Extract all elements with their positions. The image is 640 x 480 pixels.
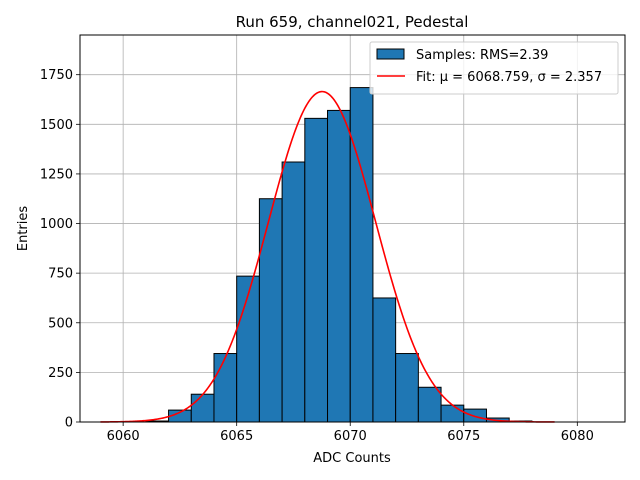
histogram-bar-6 — [281, 161, 306, 423]
y-tick-label-3: 750 — [48, 267, 73, 282]
legend-box — [369, 41, 619, 95]
histogram-bar-12 — [417, 386, 442, 423]
histogram-bar-10 — [372, 297, 397, 423]
legend-fit-label: Fit: μ = 6068.759, σ = 2.357 — [416, 70, 602, 85]
y-axis-label: Entries — [16, 206, 31, 252]
y-tick-label-6: 1500 — [40, 118, 73, 133]
y-tick-label-1: 250 — [48, 366, 73, 381]
histogram-bar-3 — [213, 353, 238, 423]
legend-histogram-label: Samples: RMS=2.39 — [416, 48, 548, 63]
fit-curve — [100, 90, 555, 423]
y-tick-label-5: 1250 — [40, 167, 73, 182]
plot-frame — [79, 34, 626, 423]
legend: Samples: RMS=2.39 Fit: μ = 6068.759, σ =… — [369, 41, 619, 95]
histogram-bars — [145, 87, 533, 423]
x-tick-label-1: 6065 — [220, 429, 253, 444]
histogram-bar-9 — [349, 87, 374, 423]
histogram-bar-8 — [327, 109, 351, 423]
x-axis-ticks: 6060 6065 6070 6075 6080 — [107, 422, 594, 444]
x-tick-label-4: 6080 — [561, 429, 594, 444]
x-tick-label-3: 6075 — [447, 429, 480, 444]
histogram-bar-5 — [258, 198, 283, 423]
histogram-bar-7 — [304, 117, 329, 423]
histogram-bar-4 — [236, 275, 260, 423]
y-tick-label-2: 500 — [48, 316, 73, 331]
legend-histogram-swatch — [376, 48, 405, 60]
histogram-bar-13 — [440, 404, 465, 423]
histogram-bar-14 — [463, 408, 487, 423]
x-tick-label-0: 6060 — [107, 429, 140, 444]
y-tick-label-4: 1000 — [40, 217, 73, 232]
x-tick-label-2: 6070 — [334, 429, 367, 444]
chart-title: Run 659, channel021, Pedestal — [236, 13, 469, 31]
histogram-bar-2 — [190, 393, 215, 423]
y-tick-label-0: 0 — [65, 416, 73, 431]
y-axis-ticks: 0 250 500 750 1000 1250 1500 1750 — [40, 68, 80, 431]
y-tick-label-7: 1750 — [40, 68, 73, 83]
histogram-bar-11 — [395, 353, 419, 423]
x-axis-label: ADC Counts — [313, 451, 391, 466]
